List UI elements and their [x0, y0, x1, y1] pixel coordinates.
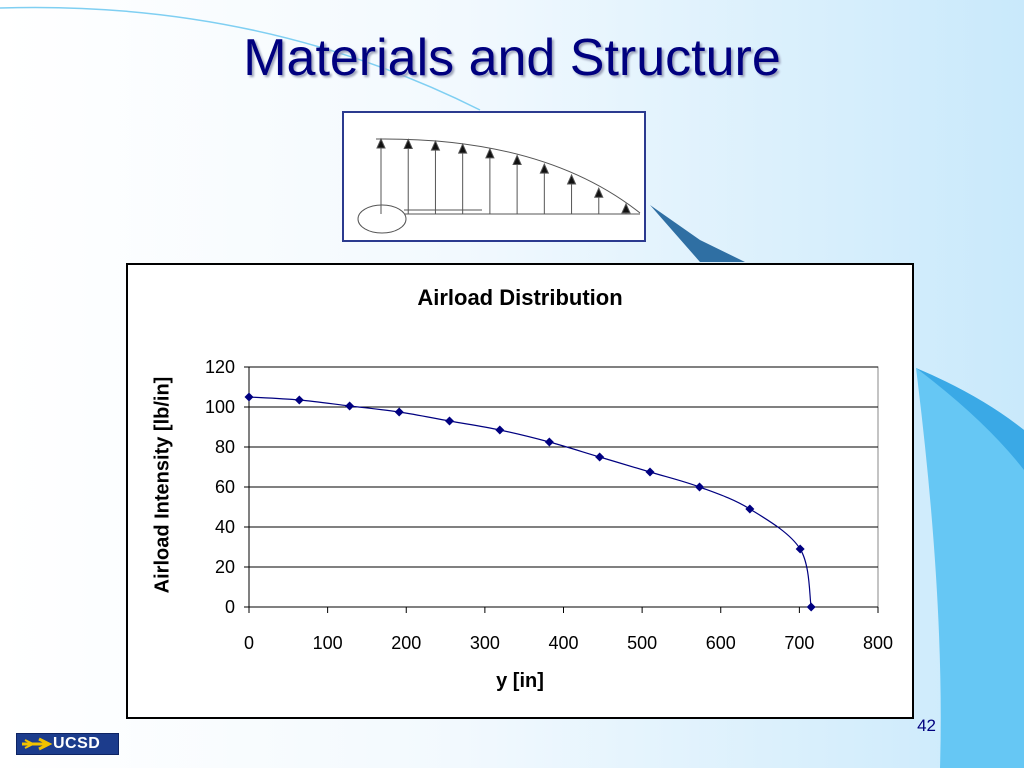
diagram-arrow-head [621, 202, 631, 214]
series-line [248, 396, 812, 608]
data-point [544, 437, 554, 447]
x-tick-label: 200 [391, 633, 421, 653]
y-tick-label: 20 [215, 557, 235, 577]
x-tick-label: 700 [784, 633, 814, 653]
ucsd-logo: UCSD [16, 733, 119, 755]
triton-logo-icon [22, 737, 53, 751]
diagram-arrow-head [512, 154, 522, 165]
y-tick-label: 40 [215, 517, 235, 537]
logo-text: UCSD [53, 735, 101, 752]
data-point [806, 602, 816, 612]
x-tick-label: 100 [313, 633, 343, 653]
page-number: 42 [917, 716, 936, 735]
data-point [695, 482, 705, 492]
diagram-arrow-head [457, 142, 468, 154]
slide-title: Materials and Structure [243, 29, 781, 87]
y-tick-label: 60 [215, 477, 235, 497]
x-axis-label: y [in] [496, 670, 544, 692]
chart-frame: Airload Distribution Airload Intensity [… [126, 263, 914, 719]
data-point [595, 452, 605, 462]
diagram-arrow-head [485, 147, 495, 159]
x-tick-label: 400 [548, 633, 578, 653]
y-tick-label: 120 [205, 357, 235, 377]
y-tick-label: 80 [215, 437, 235, 457]
diagram-arrow-head [566, 173, 577, 185]
x-tick-label: 500 [627, 633, 657, 653]
data-point [394, 407, 404, 417]
y-tick-label: 100 [205, 397, 235, 417]
x-tick-label: 600 [706, 633, 736, 653]
diagram-arrow-head [539, 162, 550, 174]
plot-area: 0 20 40 60 80 100 120 0 100 200 300 400 500 600 700 800 [205, 357, 893, 653]
chart-title: Airload Distribution [417, 285, 623, 310]
data-point [795, 544, 805, 554]
data-point [294, 395, 304, 405]
diagram-arrow-head [403, 138, 413, 149]
diagram-arrow-head [430, 139, 441, 151]
data-point [444, 416, 454, 426]
data-point [495, 425, 505, 435]
diagram-arrow-head [376, 137, 386, 149]
x-tick-label: 800 [863, 633, 893, 653]
airload-arrows-diagram-icon [357, 137, 641, 234]
airload-diagram [342, 111, 646, 242]
data-point [645, 467, 655, 477]
data-point [345, 401, 355, 411]
diagram-arrow-head [594, 187, 604, 198]
y-tick-label: 0 [225, 597, 235, 617]
x-tick-label: 0 [244, 633, 254, 653]
data-point [244, 392, 254, 402]
x-tick-label: 300 [470, 633, 500, 653]
data-point [745, 504, 755, 514]
